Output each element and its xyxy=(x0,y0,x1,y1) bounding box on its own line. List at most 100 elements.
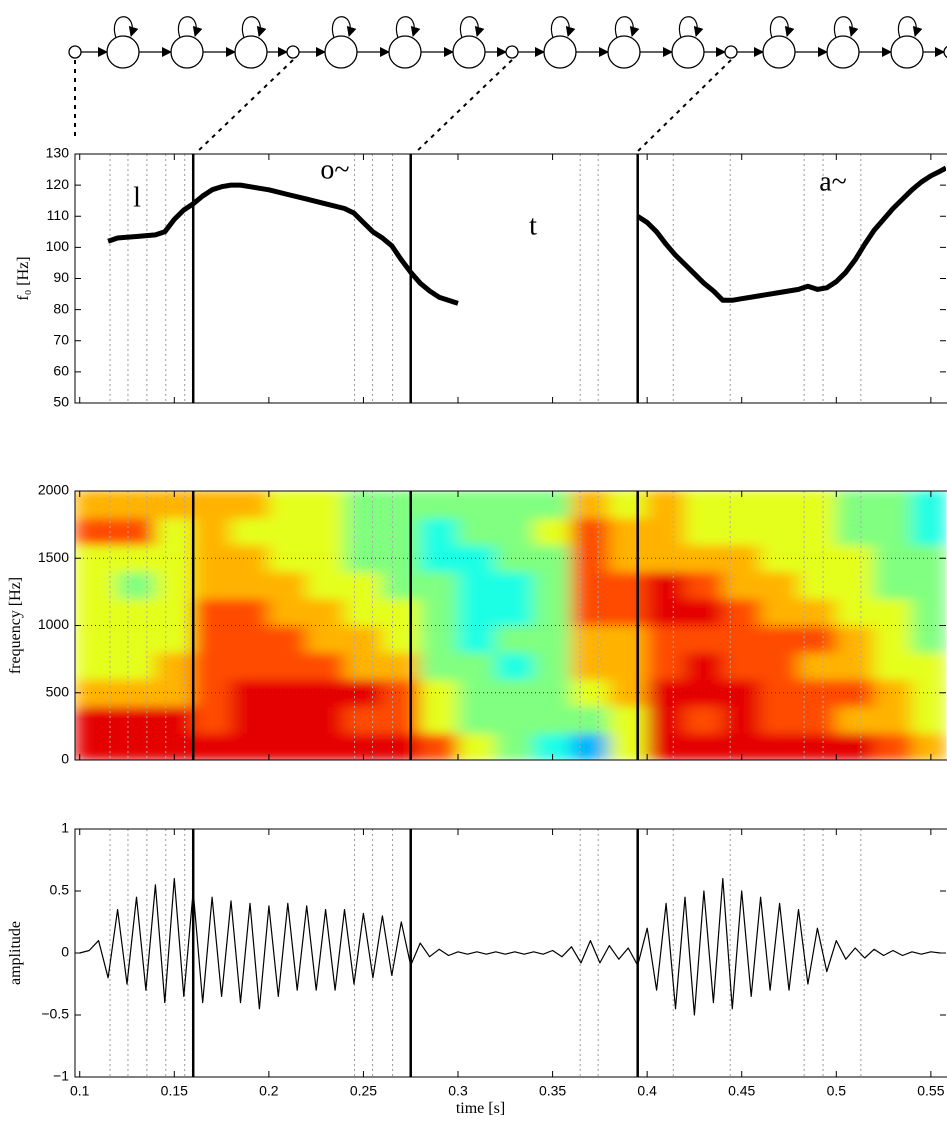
spectrogram-cell xyxy=(495,651,535,680)
y-tick-label: 0.5 xyxy=(50,882,70,898)
x-tick-label: 0.5 xyxy=(827,1083,847,1099)
spectrogram-cell xyxy=(268,732,308,760)
spectrogram-cell xyxy=(192,678,232,707)
spectrogram-cell xyxy=(911,732,947,760)
spectrogram-cell xyxy=(344,651,383,680)
y-tick-label: 110 xyxy=(47,207,70,223)
self-loop xyxy=(177,16,203,39)
spectrogram-cell xyxy=(117,598,156,626)
spectrogram-cell xyxy=(722,517,762,546)
spectrogram-cell xyxy=(646,598,686,626)
spectrogram-cell xyxy=(381,732,421,760)
self-loop xyxy=(395,16,421,39)
spectrogram-cell xyxy=(797,571,837,600)
spectrogram-cell xyxy=(268,705,308,734)
y-tick-label: −1 xyxy=(53,1068,69,1084)
spectrogram-cell xyxy=(192,598,232,626)
spectrogram-cell xyxy=(192,651,232,680)
spectrogram-cell xyxy=(873,491,913,519)
spectrogram-cell xyxy=(230,678,270,707)
spectrogram-cell xyxy=(835,571,875,600)
spectrogram-cell xyxy=(306,651,346,680)
small-state xyxy=(286,45,300,59)
spectrogram-cell xyxy=(873,732,913,760)
spectrogram-cell xyxy=(117,678,156,707)
spectrogram-cell xyxy=(570,491,610,519)
spectrogram-cell xyxy=(230,705,270,734)
spectrogram-cell xyxy=(722,625,762,653)
self-loop xyxy=(550,16,576,39)
spectrogram-cell xyxy=(684,705,724,734)
spectrogram-cell xyxy=(306,732,346,760)
spectrogram-cell xyxy=(911,517,947,546)
spectrogram-cell xyxy=(570,517,610,546)
spectrogram-cell xyxy=(306,598,346,626)
waveform xyxy=(79,878,941,1016)
spectrogram-cell xyxy=(495,625,535,653)
spectrogram-cell xyxy=(268,625,308,653)
spectrogram-cell xyxy=(381,625,421,653)
spectrogram-cell xyxy=(117,705,156,734)
spectrogram-cell xyxy=(646,491,686,519)
spectrogram-cell xyxy=(117,625,156,653)
spectrogram-cell xyxy=(230,598,270,626)
spectrogram-cell xyxy=(117,491,156,519)
plot-frame xyxy=(74,490,947,761)
spectrogram-cell xyxy=(381,598,421,626)
spectrogram-cell xyxy=(533,705,572,734)
y-tick-label: 1500 xyxy=(38,549,69,565)
spectrogram-cell xyxy=(646,517,686,546)
y-tick-label: 90 xyxy=(53,269,69,285)
spectrogram-cell xyxy=(873,598,913,626)
spectrogram-cell xyxy=(192,625,232,653)
x-tick-label: 0.45 xyxy=(728,1083,755,1099)
spectrogram-cell xyxy=(381,544,421,573)
spectrogram-cell xyxy=(873,517,913,546)
spectrogram-cell xyxy=(230,625,270,653)
spectrogram-cell xyxy=(495,544,535,573)
spectrogram-cell xyxy=(230,544,270,573)
x-tick-label: 0.35 xyxy=(539,1083,566,1099)
phone-label: a~ xyxy=(819,166,847,197)
spectrogram-cell xyxy=(760,705,799,734)
spectrogram-cell xyxy=(570,732,610,760)
spectrogram-cell xyxy=(457,598,497,626)
x-tick-label: 0.55 xyxy=(917,1083,944,1099)
spectrogram-cell xyxy=(457,732,497,760)
spectrogram-cell xyxy=(495,491,535,519)
y-axis-label: f₀ [Hz] xyxy=(15,256,32,300)
spectrogram-cell xyxy=(306,625,346,653)
spectrogram-cell xyxy=(306,678,346,707)
spectrogram-cell xyxy=(419,651,459,680)
x-tick-label: 0.1 xyxy=(70,1083,90,1099)
spectrogram-cell xyxy=(381,678,421,707)
spectrogram-cell xyxy=(760,625,799,653)
spectrogram-cell xyxy=(570,544,610,573)
spectrogram-cell xyxy=(873,625,913,653)
spectrogram-cell xyxy=(268,651,308,680)
spectrogram-cell xyxy=(230,571,270,600)
spectrogram-cell xyxy=(911,598,947,626)
spectrogram-cell xyxy=(608,651,648,680)
spectrogram-cell xyxy=(760,517,799,546)
spectrogram-cell xyxy=(533,598,572,626)
spectrogram-cell xyxy=(268,517,308,546)
spectrogram-cell xyxy=(722,705,762,734)
spectrogram-cell xyxy=(608,732,648,760)
spectrogram-cell xyxy=(608,625,648,653)
spectrogram-cell xyxy=(344,625,383,653)
y-tick-label: 500 xyxy=(46,683,70,699)
spectrogram-cell xyxy=(722,651,762,680)
spectrogram-cell xyxy=(457,651,497,680)
spectrogram-cell xyxy=(911,705,947,734)
spectrogram-cell xyxy=(117,732,156,760)
x-tick-label: 0.15 xyxy=(161,1083,188,1099)
spectrogram-cell xyxy=(722,544,762,573)
spectrogram-cell xyxy=(344,517,383,546)
y-axis-label: amplitude xyxy=(7,921,24,985)
spectrogram-cell xyxy=(495,517,535,546)
spectrogram-cell xyxy=(760,571,799,600)
y-tick-label: 1000 xyxy=(38,616,69,632)
spectrogram-cell xyxy=(154,651,194,680)
